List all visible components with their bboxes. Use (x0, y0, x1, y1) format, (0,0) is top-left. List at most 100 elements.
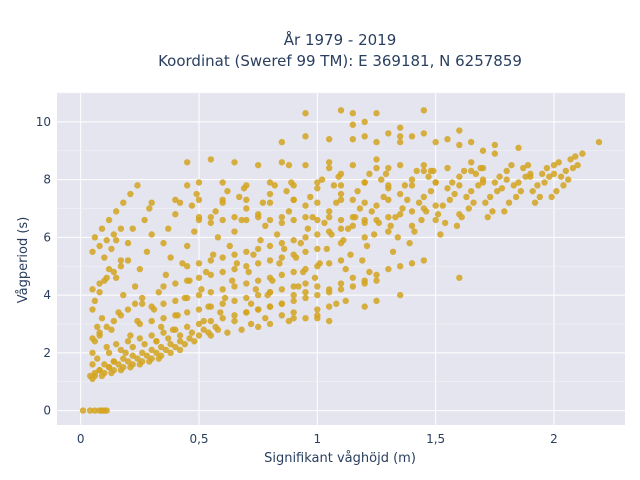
data-point (245, 268, 252, 276)
data-point (441, 219, 449, 227)
data-point (101, 361, 108, 368)
data-point (278, 239, 286, 247)
data-point (420, 167, 428, 175)
data-point (413, 167, 420, 175)
data-point (176, 346, 184, 354)
data-point (569, 164, 577, 172)
data-point (467, 138, 475, 146)
data-point (276, 260, 283, 267)
data-point (214, 326, 222, 333)
data-point (363, 242, 371, 250)
data-point (243, 309, 250, 316)
data-point (503, 167, 510, 175)
data-point (231, 159, 238, 166)
data-point (94, 323, 101, 331)
data-point (191, 338, 198, 345)
data-point (484, 213, 491, 221)
data-point (304, 225, 312, 232)
data-point (389, 248, 397, 255)
data-point (361, 234, 368, 241)
data-point (278, 271, 286, 279)
data-point (494, 187, 501, 195)
data-point (191, 228, 198, 235)
data-point (143, 248, 151, 255)
data-point (139, 349, 146, 357)
data-point (349, 283, 357, 290)
data-point (195, 196, 203, 204)
data-point (243, 294, 250, 302)
data-point (531, 199, 539, 206)
data-point (89, 361, 96, 368)
data-point (278, 159, 286, 166)
data-point (124, 306, 132, 313)
data-point (221, 294, 229, 302)
data-point (562, 167, 570, 175)
data-point (446, 196, 454, 204)
data-point (498, 185, 506, 192)
data-point (382, 170, 390, 178)
data-point (486, 193, 494, 201)
data-point (361, 280, 368, 287)
data-point (172, 297, 179, 305)
data-point (302, 213, 309, 221)
data-point (96, 329, 103, 336)
data-point (385, 164, 392, 172)
data-point (183, 263, 191, 270)
data-point (385, 265, 392, 273)
data-point (302, 133, 309, 140)
data-point (309, 213, 316, 221)
data-point (385, 130, 392, 137)
data-point (595, 138, 603, 146)
data-point (432, 202, 439, 209)
data-point (96, 280, 103, 287)
data-point (290, 251, 297, 258)
data-point (432, 138, 439, 146)
data-point (314, 216, 321, 224)
data-point (176, 332, 184, 339)
data-point (285, 161, 293, 169)
data-point (406, 239, 413, 247)
data-point (105, 364, 113, 371)
data-point (120, 291, 127, 299)
data-point (167, 254, 174, 261)
data-point (420, 257, 428, 264)
data-point (337, 225, 345, 232)
data-point (444, 164, 451, 172)
data-point (290, 309, 297, 316)
data-point (160, 283, 167, 290)
data-point (522, 173, 529, 180)
data-point (266, 179, 274, 186)
data-point (342, 297, 349, 305)
data-point (373, 202, 380, 209)
data-point (472, 170, 480, 178)
data-point (148, 231, 155, 238)
y-tick-label: 8 (43, 173, 51, 187)
data-point (311, 274, 319, 281)
data-point (378, 176, 385, 183)
data-point (361, 219, 368, 227)
data-point (321, 219, 328, 227)
data-point (553, 187, 560, 195)
data-point (420, 130, 428, 137)
x-axis-ticks: 0 0,5 1 1,5 2 (77, 432, 558, 446)
data-point (541, 179, 548, 186)
data-point (467, 187, 475, 195)
data-point (266, 216, 274, 224)
data-point (266, 190, 274, 198)
data-point (153, 338, 160, 345)
data-point (373, 110, 380, 117)
data-point (349, 121, 357, 128)
data-point (193, 190, 200, 198)
data-point (96, 242, 103, 250)
data-point (124, 358, 132, 365)
data-point (456, 173, 463, 180)
data-point (110, 268, 118, 276)
data-point (408, 182, 416, 189)
data-point (89, 335, 96, 342)
data-point (396, 161, 404, 169)
data-point (103, 343, 110, 351)
data-point (160, 300, 167, 307)
data-point (432, 216, 439, 224)
data-point (546, 173, 553, 180)
data-point (420, 193, 428, 201)
